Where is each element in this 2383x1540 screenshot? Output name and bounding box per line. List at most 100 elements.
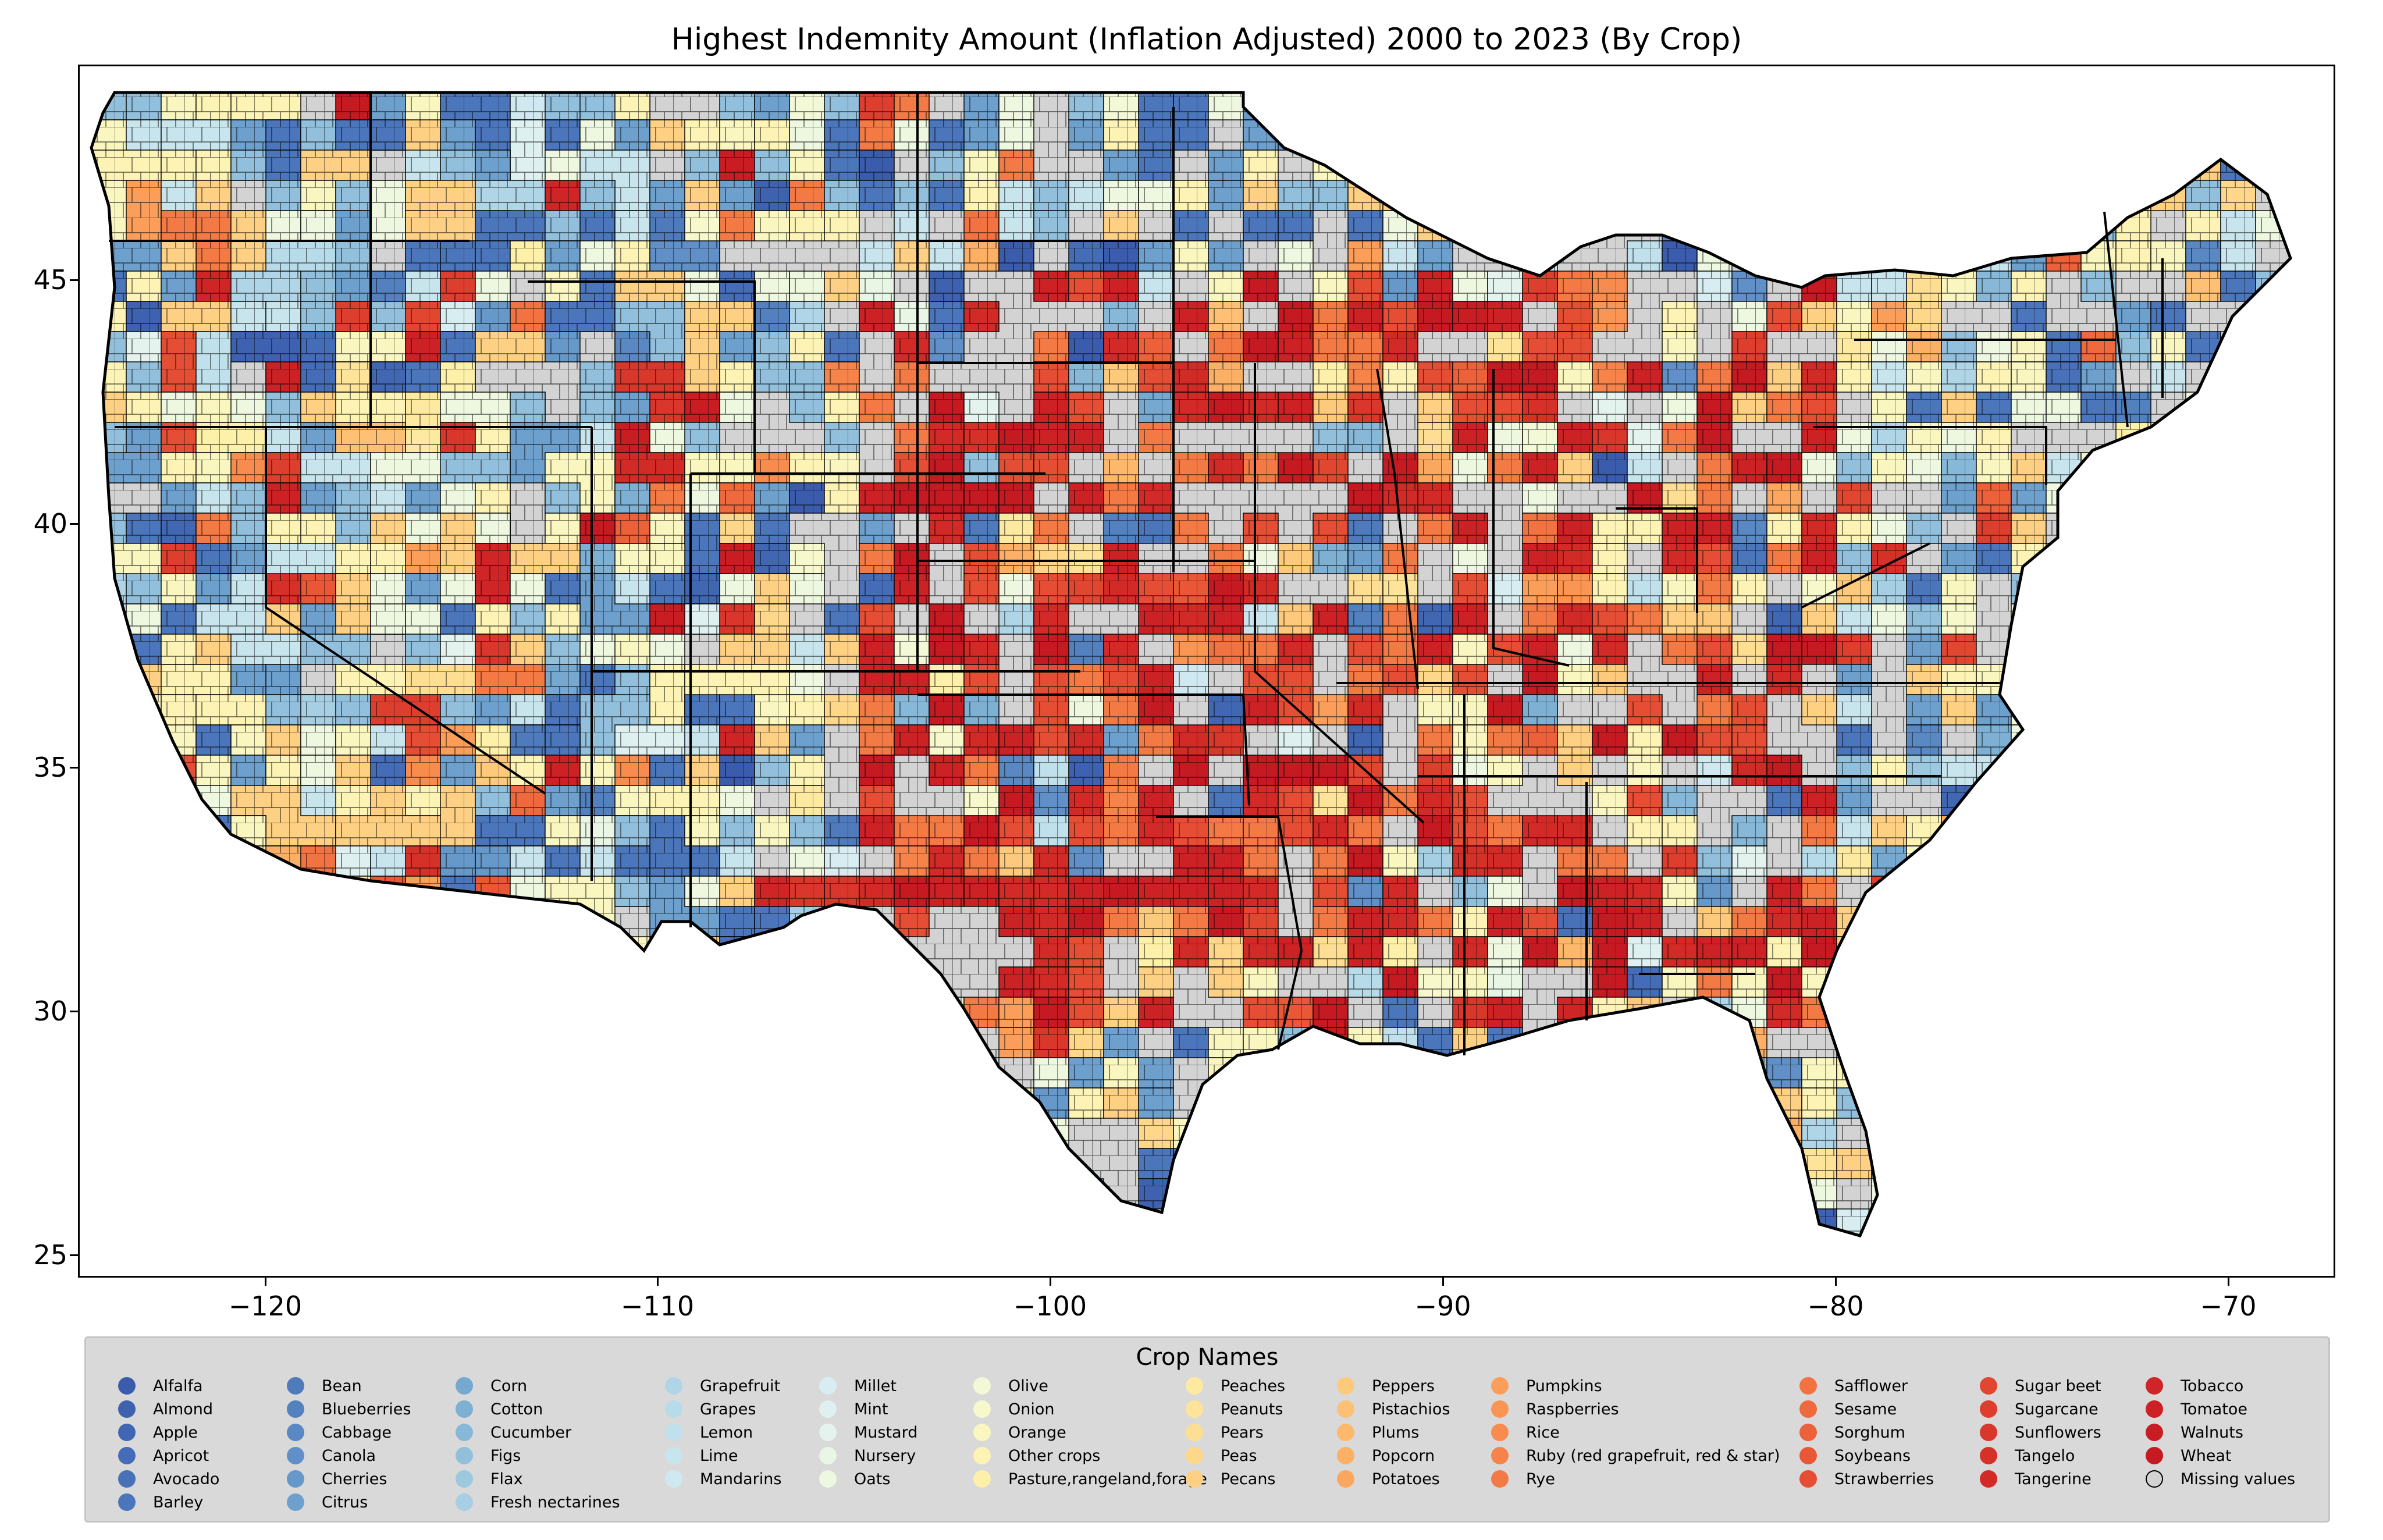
county-region: [929, 1208, 965, 1236]
county-region: [2046, 815, 2082, 847]
county-region: [370, 1208, 406, 1236]
county-region: [614, 1027, 685, 1058]
legend-item: Plums: [1337, 1421, 1450, 1444]
county-region: [1871, 150, 1907, 181]
county-region: [1801, 93, 1837, 120]
legend-swatch: [819, 1377, 837, 1395]
county-region: [91, 1118, 197, 1149]
county-region: [859, 997, 895, 1028]
county-region: [2290, 664, 2325, 695]
county-region: [1417, 1087, 1453, 1119]
county-region: [300, 1087, 406, 1149]
county-region: [2115, 876, 2151, 907]
county-region: [2220, 452, 2256, 483]
county-region: [230, 1208, 266, 1236]
legend-title: Crop Names: [1136, 1344, 1279, 1371]
county-region: [1347, 1087, 1383, 1119]
county-region: [2115, 785, 2151, 816]
county-region: [1976, 1118, 2012, 1149]
county-region: [91, 1057, 197, 1089]
county-region: [1138, 1208, 1174, 1236]
county-region: [2011, 1087, 2047, 1119]
county-region: [2290, 967, 2325, 997]
county-region: [1592, 93, 1628, 120]
legend-label: Nursery: [854, 1446, 916, 1465]
county-region: [2255, 513, 2290, 544]
county-region: [2150, 119, 2186, 151]
county-region: [2255, 301, 2290, 332]
county-region: [161, 1057, 197, 1089]
y-tick-label: 30: [33, 995, 67, 1027]
legend-swatch: [973, 1400, 991, 1418]
legend-item: Apricot: [118, 1444, 219, 1467]
county-region: [649, 1057, 755, 1119]
county-region: [2046, 785, 2082, 816]
county-region: [1696, 180, 1733, 211]
legend-item: Safflower: [1799, 1374, 1934, 1397]
county-region: [475, 1087, 581, 1149]
county-region: [195, 1208, 232, 1236]
county-region: [1836, 240, 1872, 272]
county-region: [1243, 1057, 1279, 1089]
legend-swatch: [1337, 1377, 1354, 1395]
county-region: [2290, 453, 2325, 483]
legend-item: Oats: [819, 1467, 917, 1491]
county-region: [1941, 936, 1977, 968]
county-region: [1627, 1118, 1663, 1149]
county-region: [2115, 513, 2151, 544]
legend-column: Tobacco Tomatoe Walnuts Wheat Missing values: [2146, 1374, 2295, 1491]
county-region: [300, 876, 371, 937]
county-region: [300, 1148, 371, 1179]
county-region: [2185, 1208, 2221, 1236]
county-region: [2150, 452, 2186, 483]
map-frame: [78, 65, 2335, 1278]
county-region: [91, 906, 162, 968]
county-region: [2150, 694, 2186, 725]
county-region: [789, 1148, 825, 1179]
county-region: [2255, 785, 2290, 816]
county-region: [2185, 603, 2221, 635]
county-region: [2046, 755, 2082, 786]
legend-item: Pears: [1186, 1421, 1285, 1444]
county-region: [2011, 664, 2047, 695]
county-region: [2290, 241, 2325, 271]
county-region: [2150, 936, 2186, 968]
county-region: [1906, 1118, 1942, 1149]
county-region: [2290, 422, 2325, 453]
county-region: [1522, 119, 1558, 151]
county-region: [1592, 119, 1628, 151]
legend-item: Soybeans: [1799, 1444, 1934, 1467]
county-region: [2290, 150, 2325, 180]
legend-swatch: [456, 1377, 473, 1395]
county-region: [2255, 997, 2290, 1028]
legend-swatch: [1980, 1447, 1997, 1464]
legend-item: Peppers: [1337, 1374, 1450, 1397]
county-region: [2220, 1087, 2256, 1119]
legend-swatch: [287, 1424, 304, 1441]
county-region: [2255, 724, 2290, 756]
county-region: [1906, 966, 1942, 998]
county-region: [1033, 1208, 1069, 1236]
legend-label: Pistachios: [1372, 1400, 1450, 1418]
county-region: [894, 1057, 930, 1089]
county-region: [929, 1118, 965, 1149]
county-region: [91, 755, 127, 786]
legend-label: Lime: [700, 1446, 738, 1465]
county-region: [1871, 1208, 1907, 1236]
county-region: [91, 785, 127, 816]
county-region: [300, 1208, 371, 1236]
county-region: [2150, 150, 2186, 181]
county-region: [1941, 119, 1977, 151]
county-region: [2185, 573, 2221, 604]
county-region: [1557, 119, 1593, 151]
legend-item: Almond: [118, 1397, 219, 1421]
county-region: [1836, 93, 1872, 120]
county-region: [370, 997, 406, 1028]
county-region: [614, 1087, 685, 1119]
county-region: [1662, 180, 1698, 211]
county-region: [405, 936, 441, 998]
county-region: [1906, 210, 1942, 241]
legend-swatch: [1799, 1447, 1817, 1464]
county-region: [2220, 1208, 2256, 1236]
legend-swatch: [1337, 1424, 1354, 1441]
